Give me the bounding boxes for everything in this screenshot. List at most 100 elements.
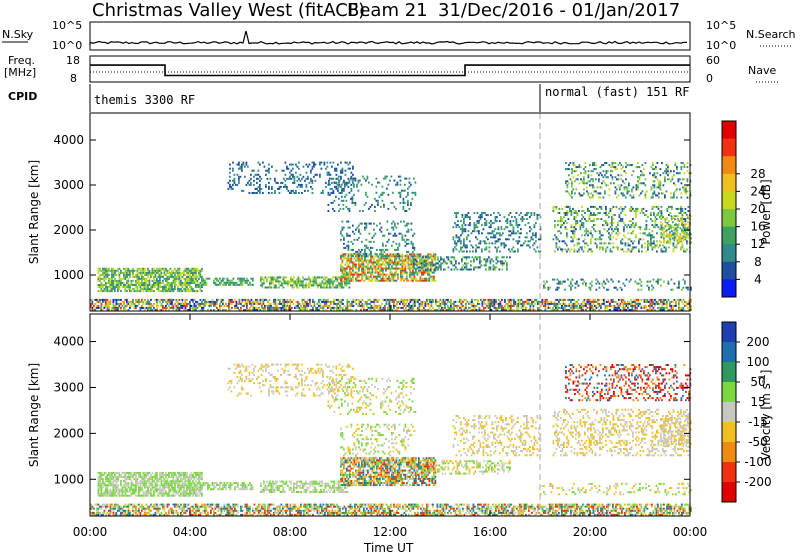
scatter-cell [370, 252, 372, 255]
scatter-cell [358, 261, 360, 264]
scatter-cell [679, 233, 682, 236]
scatter-cell [123, 275, 125, 278]
scatter-cell [165, 284, 167, 286]
scatter-cell [189, 282, 191, 284]
scatter-cell [293, 177, 296, 180]
scatter-cell [565, 162, 567, 164]
scatter-cell [229, 281, 232, 284]
scatter-cell [398, 253, 401, 256]
scatter-cell [399, 179, 402, 182]
scatter-cell [281, 284, 283, 287]
scatter-cell [184, 288, 187, 291]
scatter-cell [344, 161, 347, 164]
scatter-cell [513, 302, 515, 305]
scatter-cell [178, 290, 181, 293]
scatter-cell [587, 176, 590, 179]
scatter-cell [651, 242, 654, 245]
scatter-cell [483, 298, 485, 301]
scatter-cell [412, 306, 415, 309]
scatter-cell [153, 282, 155, 284]
scatter-cell [343, 271, 345, 274]
scatter-cell [491, 242, 494, 245]
scatter-cell [412, 304, 415, 307]
scatter-cell [350, 259, 353, 262]
scatter-cell [141, 267, 143, 270]
scatter-cell [676, 188, 678, 191]
scatter-cell [621, 238, 624, 241]
scatter-cell [126, 286, 128, 288]
scatter-cell [385, 279, 387, 282]
scatter-cell [354, 201, 357, 204]
scatter-cell [139, 284, 142, 286]
scatter-cell [605, 248, 607, 251]
scatter-cell [493, 234, 495, 237]
scatter-cell [552, 207, 555, 210]
scatter-cell [558, 230, 561, 233]
scatter-cell [379, 253, 381, 256]
scatter-cell [120, 309, 122, 311]
scatter-cell [407, 267, 410, 270]
scatter-cell [428, 279, 431, 282]
scatter-cell [535, 298, 538, 301]
scatter-cell [450, 309, 452, 311]
scatter-cell [103, 284, 106, 286]
scatter-cell [440, 256, 442, 259]
scatter-cell [105, 302, 107, 305]
scatter-cell [120, 302, 122, 305]
scatter-cell [373, 306, 376, 309]
scatter-cell [662, 172, 665, 175]
scatter-cell [327, 282, 330, 285]
scatter-cell [684, 250, 687, 253]
scatter-cell [533, 224, 536, 227]
scatter-cell [681, 241, 683, 244]
scatter-cell [524, 236, 527, 239]
scatter-cell [160, 273, 163, 276]
scatter-cell [595, 164, 597, 167]
scatter-cell [342, 286, 345, 289]
scatter-cell [118, 271, 121, 274]
scatter-cell [581, 210, 583, 212]
scatter-cell [659, 180, 662, 183]
scatter-cell [314, 179, 317, 182]
scatter-cell [429, 256, 432, 259]
scatter-cell [376, 269, 378, 272]
scatter-cell [686, 240, 688, 243]
scatter-cell [97, 290, 100, 293]
cpid-label: CPID [8, 90, 37, 103]
scatter-cell [344, 263, 347, 266]
sky-right-label: N.Search [746, 28, 796, 41]
scatter-cell [380, 267, 383, 270]
scatter-cell [398, 191, 400, 194]
scatter-cell [298, 309, 301, 311]
scatter-cell [340, 161, 342, 164]
scatter-cell [382, 267, 384, 270]
scatter-cell [504, 309, 506, 311]
scatter-cell [621, 218, 624, 221]
scatter-cell [345, 284, 348, 287]
scatter-cell [168, 304, 170, 307]
scatter-cell [558, 207, 561, 210]
scatter-cell [504, 300, 506, 303]
scatter-cell [263, 165, 266, 168]
scatter-cell [108, 286, 110, 288]
scatter-cell [419, 271, 422, 274]
scatter-cell [290, 177, 293, 180]
scatter-cell [512, 250, 515, 253]
scatter-cell [423, 262, 426, 265]
scatter-cell [282, 276, 285, 279]
scatter-cell [339, 286, 342, 289]
scatter-cell [238, 277, 241, 280]
scatter-cell [565, 190, 567, 193]
scatter-cell [544, 309, 547, 311]
scatter-cell [374, 205, 376, 208]
scatter-cell [147, 275, 149, 278]
scatter-cell [139, 290, 142, 293]
scatter-cell [96, 298, 98, 301]
scatter-cell [504, 260, 507, 263]
scatter-cell [142, 269, 145, 272]
scatter-cell [278, 185, 281, 188]
scatter-cell [347, 181, 350, 184]
scatter-cell [187, 275, 190, 278]
scatter-cell [367, 302, 370, 305]
scatter-cell [127, 309, 130, 311]
